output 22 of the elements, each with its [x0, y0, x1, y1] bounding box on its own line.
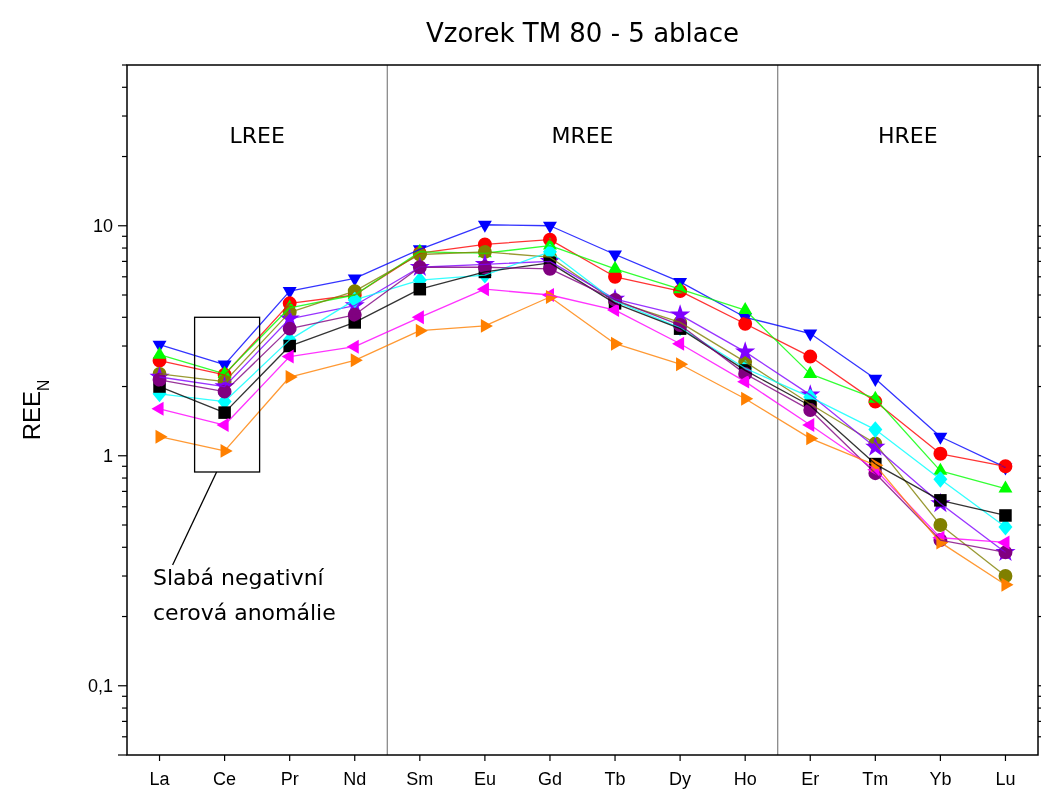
x-tick-label: Er — [801, 769, 820, 789]
x-tick-label: Tb — [604, 769, 626, 789]
annotation: MREE — [551, 123, 614, 148]
y-tick-label: 10 — [92, 216, 113, 237]
x-tick-label: Lu — [995, 769, 1016, 789]
y-tick-label: 0,1 — [87, 676, 113, 697]
annotation: HREE — [878, 123, 938, 148]
x-tick-label: Gd — [537, 769, 562, 789]
x-tick-label: La — [149, 769, 171, 789]
annotation: Slabá negativní cerová anomálie — [153, 565, 336, 625]
x-tick-label: Nd — [343, 769, 367, 789]
x-tick-label: Pr — [280, 769, 299, 789]
annotation: LREE — [229, 123, 285, 148]
chart-title: Vzorek TM 80 - 5 ablace — [425, 18, 740, 48]
x-tick-label: Tm — [862, 769, 889, 789]
y-tick-label: 1 — [102, 446, 113, 467]
x-tick-label: Eu — [473, 769, 496, 789]
x-tick-label: Sm — [406, 769, 434, 789]
x-tick-label: Dy — [669, 769, 692, 789]
x-tick-label: Ce — [213, 769, 237, 789]
x-tick-label: Yb — [929, 769, 952, 789]
x-tick-label: Ho — [733, 769, 757, 789]
